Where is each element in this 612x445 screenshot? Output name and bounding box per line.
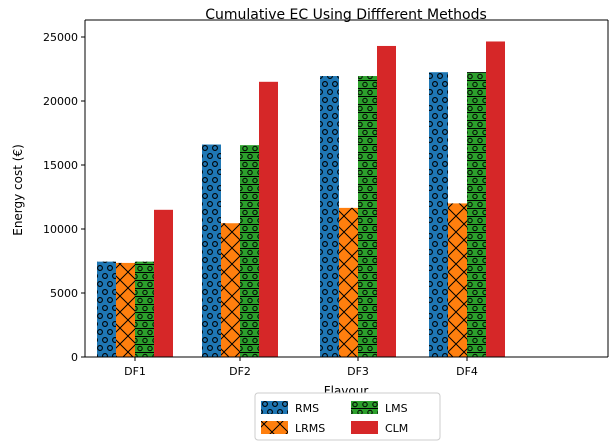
y-tick-label: 0	[71, 351, 78, 364]
legend-swatch-hatch-lrms	[261, 421, 288, 434]
y-tick-label: 25000	[43, 31, 78, 44]
bar-lrms-df4-hatch	[448, 203, 467, 357]
legend-swatch-hatch-rms	[261, 401, 288, 414]
bar-lms-df3-hatch	[358, 76, 377, 357]
x-tick-label-df2: DF2	[229, 365, 251, 378]
bar-lrms-df3-hatch	[339, 207, 358, 357]
y-tick-label: 10000	[43, 223, 78, 236]
x-axis-ticks: DF1 DF2 DF3 DF4	[124, 357, 478, 378]
legend-label-lrms: LRMS	[295, 422, 325, 435]
legend-swatch-hatch-lms	[351, 401, 378, 414]
legend-item-lrms: LRMS	[261, 421, 325, 435]
bar-lrms-df1-hatch	[116, 262, 135, 357]
bar-clm-df3	[377, 45, 396, 358]
bar-lms-df1-hatch	[135, 261, 154, 357]
x-tick-label-df4: DF4	[456, 365, 478, 378]
bar-lms-df2-hatch	[240, 145, 259, 357]
y-tick-label: 5000	[50, 287, 78, 300]
bar-clm-df2	[259, 81, 278, 358]
x-tick-label-df1: DF1	[124, 365, 146, 378]
x-tick-label-df3: DF3	[347, 365, 369, 378]
bar-clm-df4	[486, 41, 505, 357]
bars-group	[97, 41, 505, 358]
legend-item-rms: RMS	[261, 401, 319, 415]
legend-label-clm: CLM	[385, 422, 408, 435]
bar-clm-df1	[154, 209, 173, 357]
legend-label-rms: RMS	[295, 402, 319, 415]
y-tick-label: 15000	[43, 159, 78, 172]
bar-rms-df4-hatch	[429, 72, 448, 357]
legend: RMS LRMS LMS CLM	[254, 392, 441, 441]
legend-label-lms: LMS	[385, 402, 408, 415]
legend-item-clm: CLM	[351, 421, 408, 435]
legend-frame	[254, 392, 441, 441]
chart-title: Cumulative EC Using Diffferent Methods	[205, 7, 487, 23]
y-tick-label: 20000	[43, 95, 78, 108]
y-axis-ticks: 0 5000 10000 15000 20000 25000	[43, 31, 85, 364]
bar-lrms-df2-hatch	[221, 223, 240, 357]
bar-rms-df2-hatch	[202, 144, 221, 357]
bar-rms-df1-hatch	[97, 261, 116, 357]
bar-lms-df4-hatch	[467, 72, 486, 357]
legend-item-lms: LMS	[351, 401, 408, 415]
y-axis-label: Energy cost (€)	[11, 144, 25, 236]
bar-rms-df3-hatch	[320, 76, 339, 357]
legend-swatch-clm	[351, 421, 378, 434]
